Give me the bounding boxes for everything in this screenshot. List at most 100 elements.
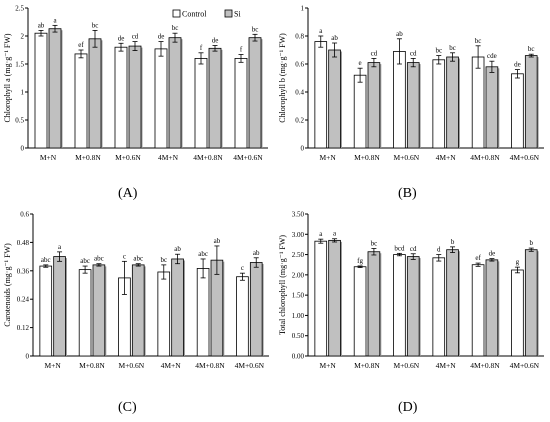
significance-letter: abc	[198, 250, 208, 258]
bar-si	[367, 62, 381, 149]
y-tick-label: 0.24	[17, 296, 30, 304]
bar-control	[314, 41, 328, 149]
bar-si	[485, 259, 499, 357]
significance-letter: f	[240, 45, 243, 53]
x-tick-label: M+N	[320, 153, 337, 162]
significance-letter: b	[451, 238, 455, 246]
x-tick-label: M+N	[40, 153, 57, 162]
legend-swatch-si	[224, 9, 233, 18]
bar-si	[128, 45, 142, 149]
y-tick-label: 0.8	[295, 33, 304, 41]
significance-letter: ab	[214, 237, 221, 245]
bar-si	[406, 256, 420, 357]
significance-letter: fg	[357, 257, 363, 265]
significance-letter: bcd	[394, 244, 405, 252]
plot-area: 0.00 0.50 1.00 1.50 2.00 2.50 3.00 3.50 Total ch…	[278, 211, 544, 370]
y-tick-label: 0	[301, 145, 305, 153]
significance-letter: bc	[92, 21, 99, 29]
bar-control	[353, 74, 367, 149]
bar-si	[485, 66, 499, 149]
significance-letter: ab	[174, 245, 181, 253]
bar-control	[234, 58, 248, 149]
y-tick-label: 1.00	[292, 312, 305, 320]
bar-control	[314, 240, 328, 357]
significance-letter: de	[158, 33, 165, 41]
x-tick-label: 4M+N	[436, 361, 457, 370]
significance-letter: e	[359, 59, 362, 67]
bar-control	[471, 56, 485, 149]
bar-si	[524, 249, 538, 357]
bar-control	[393, 254, 406, 357]
bar-si	[208, 47, 222, 149]
x-tick-label: 4M+0.6N	[510, 361, 540, 370]
significance-letter: c	[241, 264, 244, 272]
significance-letter: ef	[78, 41, 84, 49]
bar-si	[328, 239, 341, 357]
y-tick-label: 0.6	[20, 211, 29, 219]
significance-letter: ab	[331, 34, 338, 42]
bar-si	[48, 28, 62, 149]
x-tick-label: M+0.8N	[354, 153, 380, 162]
significance-letter: abc	[80, 257, 90, 265]
panel-label-b: (B)	[398, 186, 417, 201]
x-tick-label: M+N	[45, 361, 62, 370]
bar-si	[53, 256, 66, 357]
bar-control	[432, 257, 446, 357]
significance-letter: bc	[160, 256, 167, 264]
panel-label-c: (C)	[118, 400, 137, 415]
plot-area: 0 0.5 1 1.5 2 2.5 Chlorophyll a (mg·g⁻¹ FW) aba…	[3, 5, 268, 162]
x-tick-label: M+0.8N	[79, 361, 105, 370]
y-tick-label: 2	[21, 33, 25, 41]
y-axis-label: Chlorophyll a (mg·g⁻¹ FW)	[3, 33, 12, 122]
y-tick-label: 2.50	[292, 251, 305, 259]
legend-label-si: Si	[234, 10, 241, 19]
x-tick-label: 4M+0.6N	[510, 153, 540, 162]
y-tick-label: 0	[21, 145, 25, 153]
chart-panel-a: 0 0.5 1 1.5 2 2.5 Chlorophyll a (mg·g⁻¹ FW) aba…	[3, 5, 268, 162]
bar-si	[406, 62, 420, 149]
significance-letter: bc	[435, 47, 442, 55]
plot-area: 0 0.12 0.24 0.36 0.48 0.6 Carotenoids (mg·g⁻¹ …	[3, 211, 269, 370]
y-tick-label: 1	[301, 5, 305, 13]
bar-si	[88, 38, 102, 149]
y-tick-label: 0.5	[15, 117, 24, 125]
significance-letter: bc	[475, 37, 482, 45]
significance-letter: bc	[528, 45, 535, 53]
significance-letter: bc	[252, 25, 259, 33]
bar-control	[194, 58, 208, 149]
bar-si	[248, 37, 262, 149]
bar-si	[131, 264, 145, 357]
y-axis-label: Chlorophyll b (mg·g⁻¹ FW)	[278, 33, 287, 123]
panel-label-a: (A)	[118, 186, 138, 201]
significance-letter: abc	[133, 255, 143, 263]
panel-label-d: (D)	[398, 400, 418, 415]
x-tick-label: M+N	[320, 361, 337, 370]
chart-panel-b: 0 0.2 0.4 0.6 0.8 1 Chlorophyll b (mg·g⁻¹ FW) a…	[278, 5, 544, 162]
x-tick-label: M+0.6N	[118, 361, 144, 370]
y-tick-label: 0	[26, 353, 30, 361]
legend-swatch-control	[172, 9, 181, 18]
y-tick-label: 2.5	[15, 5, 24, 13]
significance-letter: cd	[410, 49, 417, 57]
bar-control	[154, 48, 168, 149]
y-tick-label: 1	[21, 89, 25, 97]
x-tick-label: 4M+N	[158, 153, 179, 162]
significance-letter: a	[333, 230, 337, 238]
bar-si	[92, 264, 106, 357]
y-tick-label: 3.00	[292, 231, 305, 239]
y-tick-label: 1.5	[15, 61, 24, 69]
y-tick-label: 3.50	[292, 211, 305, 219]
significance-letter: a	[58, 243, 62, 251]
significance-letter: ab	[253, 249, 260, 257]
y-tick-label: 0.00	[292, 353, 305, 361]
bar-control	[353, 266, 367, 357]
significance-letter: ab	[38, 21, 45, 29]
bar-control	[196, 268, 210, 357]
bar-si	[249, 262, 263, 357]
y-tick-label: 1.50	[292, 292, 305, 300]
significance-letter: a	[53, 16, 57, 24]
significance-letter: abc	[94, 255, 104, 263]
significance-letter: de	[212, 37, 219, 45]
significance-letter: a	[319, 230, 323, 238]
bar-si	[328, 49, 341, 149]
